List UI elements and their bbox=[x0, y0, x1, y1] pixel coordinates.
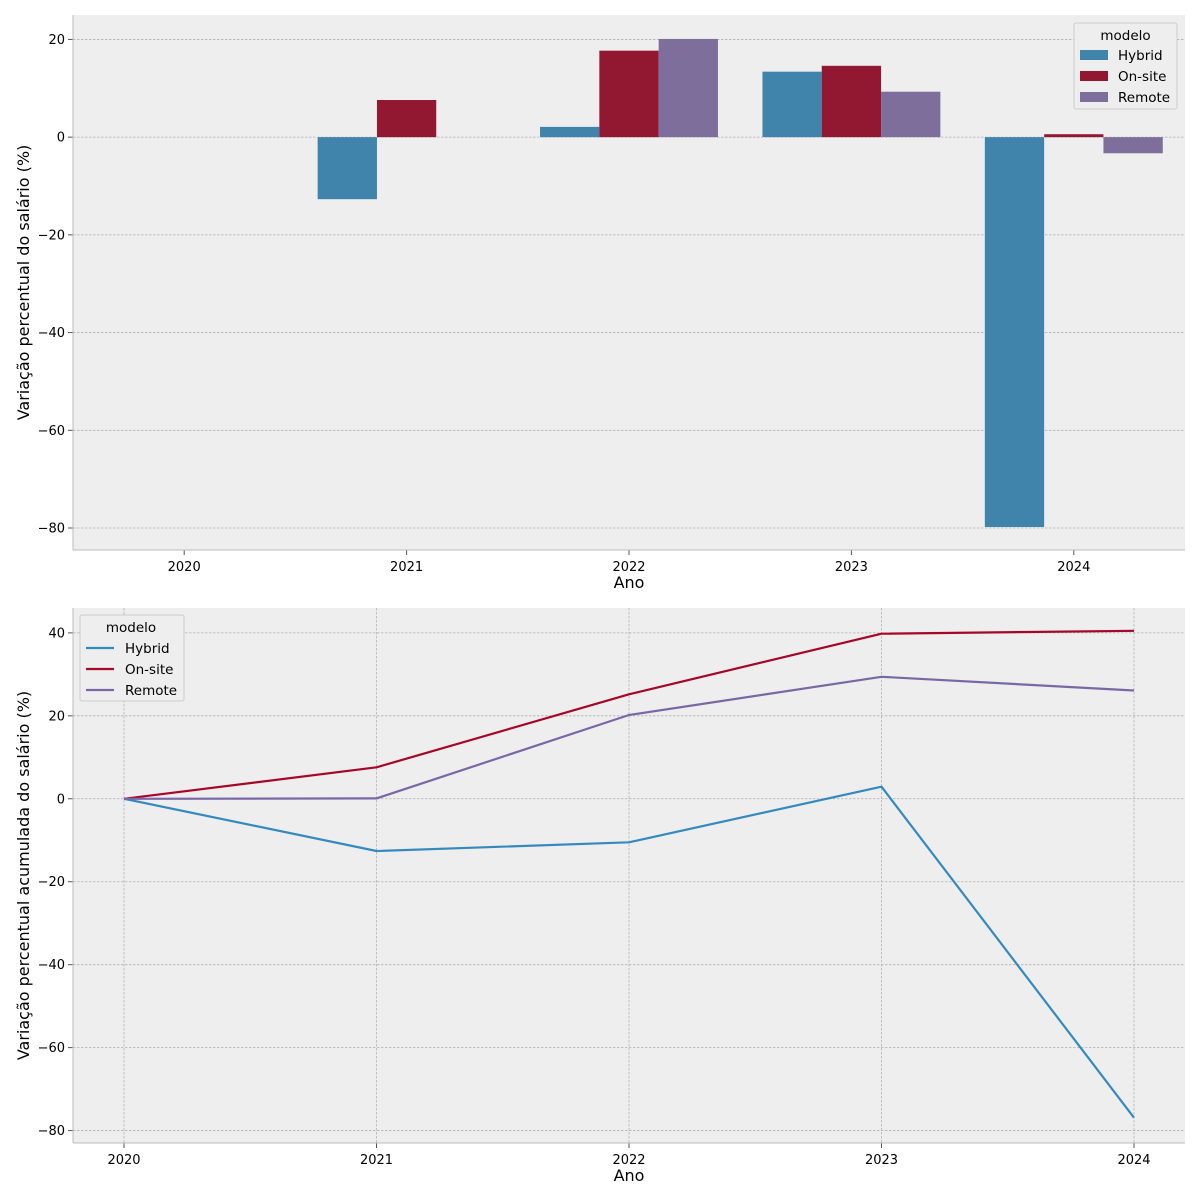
y-tick-label: 20 bbox=[48, 33, 65, 48]
x-axis-label: Ano bbox=[614, 573, 645, 592]
line-chart-cumulative-salary-change: 40 20 0 −20 −40 −60 −80 2020 2021 2022 2023 2024 Ano… bbox=[14, 608, 1185, 1185]
legend-box bbox=[1073, 22, 1178, 110]
y-tick-label: −60 bbox=[38, 1041, 65, 1056]
y-tick-label: 40 bbox=[48, 626, 65, 641]
bar-hybrid-2022 bbox=[540, 126, 600, 138]
x-tick-label: 2021 bbox=[360, 1153, 393, 1168]
y-tick-label: 0 bbox=[57, 792, 65, 807]
y-tick-label: 20 bbox=[48, 709, 65, 724]
legend-swatch-remote bbox=[1080, 92, 1108, 102]
legend-label: On-site bbox=[125, 662, 173, 678]
y-tick-label: 0 bbox=[57, 131, 65, 146]
legend-label: Hybrid bbox=[125, 641, 170, 657]
legend-box bbox=[79, 614, 185, 702]
x-tick-label: 2022 bbox=[612, 1153, 645, 1168]
legend-label: Remote bbox=[1118, 90, 1170, 106]
x-tick-label: 2020 bbox=[107, 1153, 140, 1168]
bar-remote-2023 bbox=[881, 91, 941, 138]
legend-title: modelo bbox=[106, 620, 156, 636]
bar-on-site-2021 bbox=[376, 100, 437, 138]
bar-on-site-2024 bbox=[1044, 134, 1104, 138]
x-tick-label: 2024 bbox=[1057, 560, 1090, 575]
y-tick-label: −40 bbox=[38, 326, 65, 341]
x-tick-label: 2024 bbox=[1117, 1153, 1150, 1168]
y-tick-label: −20 bbox=[38, 228, 65, 243]
legend-label: On-site bbox=[1118, 69, 1166, 85]
bar-remote-2022 bbox=[658, 38, 718, 138]
y-axis-label: Variação percentual do salário (%) bbox=[14, 145, 33, 421]
y-tick-label: −80 bbox=[38, 522, 65, 537]
bar-remote-2024 bbox=[1103, 137, 1163, 154]
bar-hybrid-2023 bbox=[762, 71, 822, 138]
x-tick-label: 2023 bbox=[835, 560, 868, 575]
x-tick-label: 2022 bbox=[612, 560, 645, 575]
bar-on-site-2022 bbox=[599, 50, 659, 138]
y-tick-label: −40 bbox=[38, 958, 65, 973]
y-tick-label: −60 bbox=[38, 424, 65, 439]
legend-swatch-hybrid bbox=[1080, 50, 1108, 60]
legend-title: modelo bbox=[1100, 28, 1150, 44]
legend: modelo Hybrid On-site Remote bbox=[1073, 22, 1178, 110]
y-tick-label: −20 bbox=[38, 875, 65, 890]
x-tick-label: 2021 bbox=[390, 560, 423, 575]
legend: modelo Hybrid On-site Remote bbox=[79, 614, 185, 702]
legend-label: Hybrid bbox=[1118, 48, 1163, 64]
y-axis-label: Variação percentual acumulada do salário… bbox=[14, 691, 33, 1060]
x-tick-label: 2023 bbox=[865, 1153, 898, 1168]
line-series-remote bbox=[123, 675, 1135, 800]
bar-hybrid-2021 bbox=[317, 137, 377, 200]
line-series-on-site bbox=[123, 629, 1135, 800]
legend-label: Remote bbox=[125, 683, 177, 699]
line-series-hybrid bbox=[123, 785, 1135, 1119]
bar-hybrid-2024 bbox=[984, 137, 1045, 528]
x-tick-label: 2020 bbox=[168, 560, 201, 575]
legend-swatch-on-site bbox=[1080, 71, 1108, 81]
bar-chart-salary-change: 20 0 −20 −40 −60 −80 2020 2021 2022 2023 2024 Ano Va… bbox=[14, 15, 1185, 592]
x-axis-label: Ano bbox=[614, 1166, 645, 1185]
y-tick-label: −80 bbox=[38, 1124, 65, 1139]
bar-on-site-2023 bbox=[821, 65, 882, 138]
